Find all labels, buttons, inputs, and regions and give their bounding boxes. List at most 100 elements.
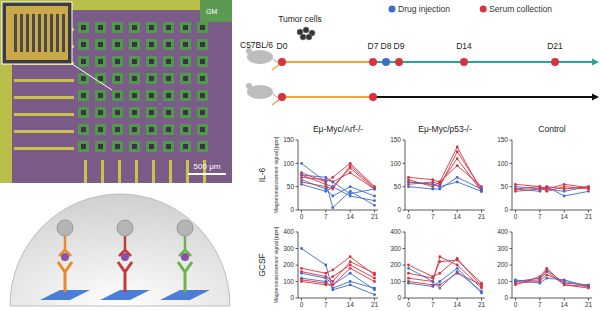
timeline: Drug injectionSerum collectionC57BL/6Tum… bbox=[240, 4, 599, 105]
chart-title: Eμ-Myc/Arf-/- bbox=[313, 124, 363, 134]
tumor-label: Tumor cells bbox=[278, 14, 322, 24]
y-tick bbox=[296, 140, 299, 141]
sensor-cell bbox=[163, 56, 174, 67]
series-point bbox=[331, 185, 334, 188]
inset-stripe bbox=[26, 14, 29, 52]
x-tick-label: 0 bbox=[514, 301, 518, 308]
series-point bbox=[545, 277, 548, 280]
tumor-cell bbox=[306, 34, 312, 40]
sensor-cell bbox=[95, 56, 106, 67]
tumor-cell bbox=[303, 27, 309, 33]
series-point bbox=[563, 283, 566, 286]
series-point bbox=[300, 247, 303, 250]
y-tick-label: 0 bbox=[290, 294, 294, 301]
y-tick-label: 0 bbox=[290, 206, 294, 213]
sensor-core bbox=[149, 93, 154, 98]
series-line bbox=[408, 268, 481, 293]
series-point bbox=[456, 270, 459, 273]
sensor-cell bbox=[146, 124, 157, 135]
sensor-core bbox=[166, 144, 171, 149]
series-point bbox=[331, 181, 334, 184]
series-point bbox=[300, 178, 303, 181]
y-tick bbox=[403, 210, 406, 211]
sensor-cell bbox=[78, 22, 89, 33]
sensor-cell bbox=[112, 141, 123, 152]
sensor-cell bbox=[129, 124, 140, 135]
series-point bbox=[438, 185, 441, 188]
chip-trace bbox=[14, 96, 74, 99]
chip-background bbox=[0, 0, 232, 183]
series-point bbox=[431, 280, 434, 283]
track-post bbox=[373, 96, 592, 98]
series-point bbox=[438, 287, 441, 290]
chip-trace bbox=[14, 147, 74, 150]
series-point bbox=[331, 283, 334, 286]
x-axis bbox=[298, 298, 378, 299]
y-tick bbox=[510, 281, 513, 282]
sensor-cell bbox=[78, 107, 89, 118]
sensor-cell bbox=[112, 22, 123, 33]
series-point bbox=[480, 190, 483, 193]
capture-antibody bbox=[58, 262, 72, 292]
y-tick-label: 50 bbox=[501, 183, 509, 190]
sensor-cell bbox=[180, 73, 191, 84]
inset-stripe bbox=[62, 14, 65, 52]
y-tick bbox=[403, 186, 406, 187]
legend-dot bbox=[480, 6, 487, 13]
sensor-cell bbox=[95, 90, 106, 101]
series-point bbox=[456, 181, 459, 184]
x-tick-label: 7 bbox=[538, 301, 542, 308]
capture-antibody bbox=[118, 262, 132, 292]
series-point bbox=[349, 260, 352, 263]
y-tick-label: 400 bbox=[390, 228, 401, 235]
series-point bbox=[438, 280, 441, 283]
x-tick-label: 14 bbox=[561, 301, 569, 308]
y-tick-label: 200 bbox=[283, 261, 294, 268]
series-point bbox=[373, 188, 376, 191]
series-line bbox=[301, 262, 374, 282]
sensor-core bbox=[132, 144, 137, 149]
sensor-core bbox=[115, 76, 120, 81]
sensor-cell bbox=[112, 124, 123, 135]
serum-dot bbox=[369, 93, 377, 101]
series-line bbox=[301, 175, 374, 194]
strain-label: C57BL/6 bbox=[240, 40, 273, 50]
sensor-cell bbox=[95, 107, 106, 118]
day-label: D21 bbox=[547, 41, 563, 51]
chip-trace bbox=[169, 160, 172, 183]
series-point bbox=[373, 277, 376, 280]
series-point bbox=[373, 293, 376, 296]
series-line bbox=[515, 270, 588, 285]
chart-title: Eμ-Myc/p53-/- bbox=[418, 124, 472, 134]
series-point bbox=[331, 176, 334, 179]
chip-trace bbox=[152, 160, 155, 183]
sensor-core bbox=[149, 76, 154, 81]
sensor-cell bbox=[197, 22, 208, 33]
series-point bbox=[456, 264, 459, 267]
x-tick-label: 14 bbox=[347, 301, 355, 308]
series-point bbox=[407, 185, 410, 188]
series-point bbox=[545, 188, 548, 191]
y-tick-label: 0 bbox=[504, 294, 508, 301]
series-point bbox=[456, 150, 459, 153]
series-point bbox=[587, 285, 590, 288]
sensor-core bbox=[132, 76, 137, 81]
track-arrow bbox=[592, 94, 599, 101]
injection-arrow bbox=[272, 99, 280, 105]
series-point bbox=[431, 183, 434, 186]
sensor-core bbox=[183, 110, 188, 115]
nanoparticle bbox=[117, 220, 133, 236]
y-tick bbox=[403, 140, 406, 141]
series-point bbox=[373, 195, 376, 198]
sensor-cell bbox=[112, 56, 123, 67]
sensor-core bbox=[132, 25, 137, 30]
series-point bbox=[538, 275, 541, 278]
series-point bbox=[324, 275, 327, 278]
inset-pointer bbox=[72, 64, 112, 90]
x-tick-label: 21 bbox=[585, 213, 593, 220]
series-point bbox=[324, 283, 327, 286]
tumor-cell bbox=[300, 34, 306, 40]
track-pre bbox=[282, 96, 373, 98]
series-point bbox=[538, 185, 541, 188]
sensor-cell bbox=[129, 90, 140, 101]
